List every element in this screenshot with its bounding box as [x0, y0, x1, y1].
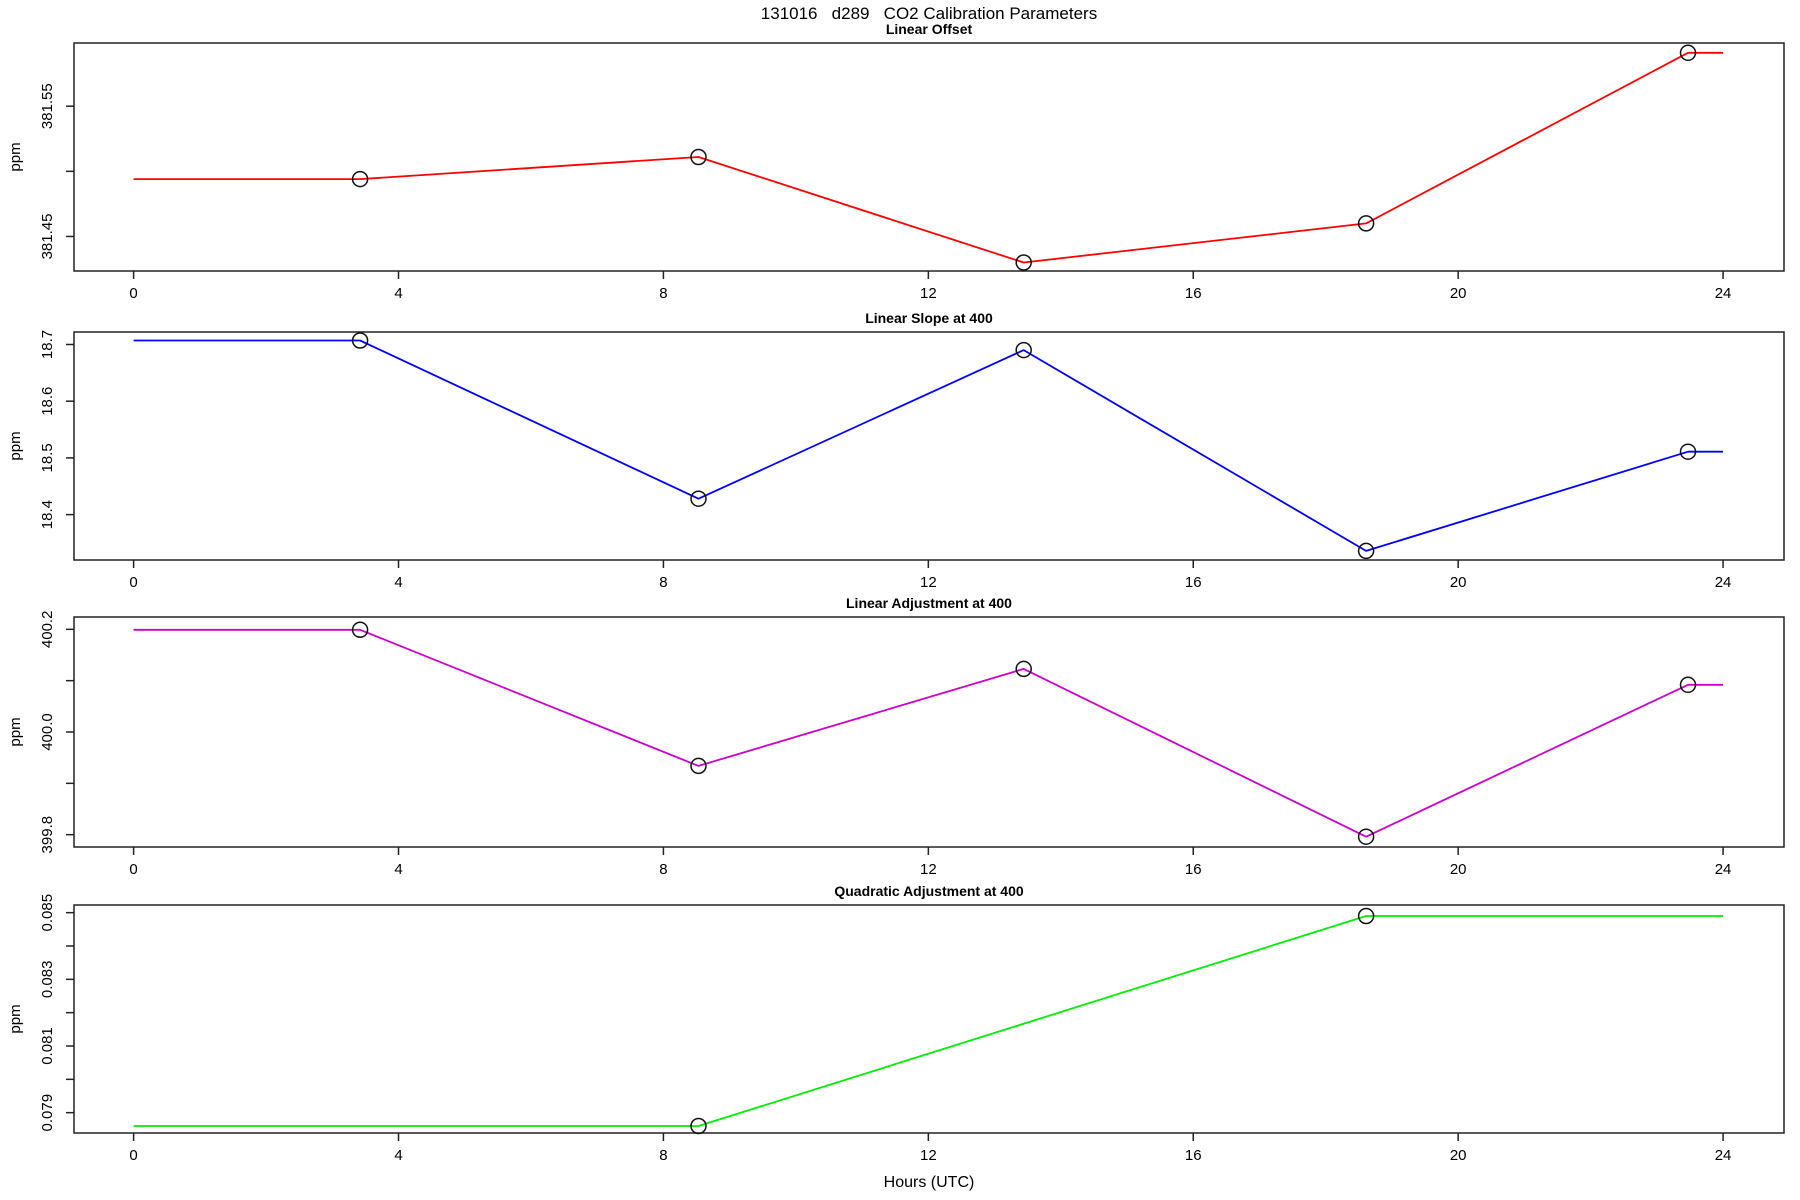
y-axis-label: ppm [7, 431, 24, 460]
y-axis-label: ppm [7, 717, 24, 746]
panel-quadratic-adjustment-at-400: Quadratic Adjustment at 400 0 4 8 12 16 20 24 0.… [7, 883, 1785, 1164]
panel-title: Linear Slope at 400 [865, 310, 993, 326]
panel-linear-slope-at-400: Linear Slope at 400 0 4 8 12 16 20 24 18.4 18.5 18… [7, 310, 1785, 591]
data-point [1015, 341, 1032, 359]
y-tick-label: 18.4 [39, 500, 56, 529]
x-tick-label: 12 [920, 861, 937, 878]
data-point [1357, 828, 1375, 845]
y-tick-label: 0.079 [39, 1094, 56, 1132]
panel-linear-offset: Linear Offset 0 4 8 12 16 20 24 381.45 381.55 ppm [7, 21, 1785, 302]
main-title: 131016 d289 CO2 Calibration Parameters [760, 4, 1098, 23]
x-tick-label: 16 [1185, 861, 1202, 878]
y-tick-label: 0.083 [39, 961, 56, 999]
x-tick-label: 20 [1450, 861, 1467, 878]
y-tick-label: 0.085 [39, 894, 56, 932]
y-tick-label: 381.55 [39, 83, 56, 129]
data-point [1015, 660, 1032, 678]
data-point [1679, 676, 1697, 694]
x-tick-label: 12 [920, 285, 937, 302]
y-tick-label: 400.0 [39, 713, 56, 751]
x-tick-label: 24 [1715, 574, 1732, 591]
x-tick-label: 0 [129, 861, 137, 878]
data-point [690, 490, 707, 507]
y-tick-label: 399.8 [39, 816, 56, 854]
data-point [1357, 542, 1375, 560]
x-tick-label: 24 [1715, 1147, 1732, 1164]
panel-title: Linear Offset [886, 21, 973, 37]
data-line [133, 915, 1724, 1127]
x-tick-label: 4 [394, 1147, 402, 1164]
plot-box [73, 616, 1785, 848]
data-point [351, 332, 369, 349]
data-point [1679, 44, 1697, 62]
y-axis-label: ppm [7, 142, 24, 171]
x-tick-label: 20 [1450, 1147, 1467, 1164]
data-point [690, 148, 707, 166]
x-tick-label: 20 [1450, 285, 1467, 302]
data-line [133, 51, 1724, 264]
data-line [133, 628, 1724, 838]
plot-box [73, 42, 1785, 272]
data-point [690, 757, 707, 775]
panel-linear-adjustment-at-400: Linear Adjustment at 400 0 4 8 12 16 20 24 399.8… [7, 595, 1785, 878]
y-tick-label: 18.7 [39, 330, 56, 359]
x-tick-label: 12 [920, 1147, 937, 1164]
x-axis-title: Hours (UTC) [883, 1174, 975, 1191]
data-point [351, 170, 369, 188]
x-tick-label: 16 [1185, 574, 1202, 591]
data-point [1015, 254, 1032, 271]
x-tick-label: 8 [659, 1147, 667, 1164]
x-tick-label: 8 [659, 861, 667, 878]
x-tick-label: 12 [920, 574, 937, 591]
panel-title: Linear Adjustment at 400 [846, 595, 1012, 611]
panel-title: Quadratic Adjustment at 400 [834, 883, 1024, 899]
data-line [133, 339, 1724, 552]
x-tick-label: 0 [129, 1147, 137, 1164]
y-axis-label: ppm [7, 1004, 24, 1033]
y-tick-label: 18.6 [39, 387, 56, 416]
x-tick-label: 4 [394, 861, 402, 878]
data-point [1357, 215, 1375, 232]
x-tick-label: 24 [1715, 861, 1732, 878]
y-tick-label: 381.45 [39, 214, 56, 260]
x-tick-label: 0 [129, 574, 137, 591]
x-tick-label: 8 [659, 285, 667, 302]
x-tick-label: 16 [1185, 285, 1202, 302]
x-tick-label: 20 [1450, 574, 1467, 591]
x-tick-label: 4 [394, 574, 402, 591]
x-tick-label: 4 [394, 285, 402, 302]
x-tick-label: 16 [1185, 1147, 1202, 1164]
x-tick-label: 8 [659, 574, 667, 591]
data-point [1357, 907, 1375, 925]
y-tick-label: 400.2 [39, 611, 56, 649]
x-tick-label: 0 [129, 285, 137, 302]
data-point [351, 621, 369, 639]
data-point [690, 1117, 707, 1135]
data-point [1679, 443, 1697, 460]
y-tick-label: 0.081 [39, 1027, 56, 1065]
y-tick-label: 18.5 [39, 443, 56, 472]
x-tick-label: 24 [1715, 285, 1732, 302]
plot-box [73, 904, 1785, 1134]
plot-box [73, 331, 1785, 561]
